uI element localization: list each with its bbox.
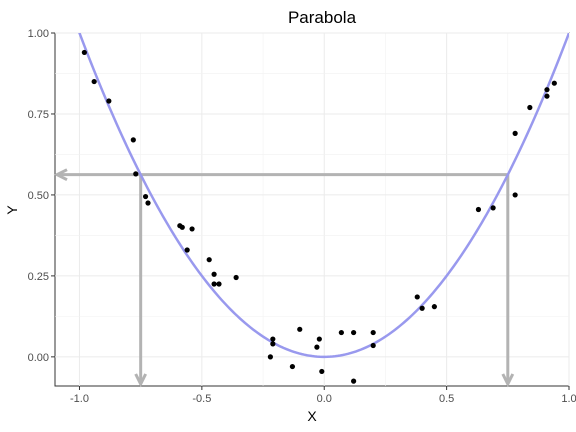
data-point: [544, 93, 550, 99]
reference-lines: [53, 168, 515, 388]
arrow-left-head: [53, 168, 68, 182]
data-point: [316, 336, 322, 342]
data-point: [527, 104, 533, 111]
data-point: [91, 78, 97, 85]
data-point: [211, 281, 217, 287]
data-point: [130, 137, 136, 143]
data-point: [145, 200, 151, 206]
data-point: [206, 257, 212, 263]
data-point: [267, 354, 273, 360]
x-tick-label: -1.0: [70, 393, 89, 405]
data-point: [106, 98, 112, 104]
data-point: [270, 336, 276, 342]
y-axis-title: Y: [4, 205, 20, 215]
data-point: [419, 305, 425, 311]
y-tick-label: 0.50: [28, 190, 49, 202]
data-point: [512, 130, 518, 136]
x-tick-label: -0.5: [192, 393, 211, 405]
data-point: [133, 171, 139, 177]
y-tick-label: 0.25: [28, 271, 49, 283]
data-point: [319, 368, 325, 375]
x-tick-label: 1.0: [561, 393, 576, 405]
data-point: [81, 49, 87, 56]
data-point: [289, 363, 296, 370]
y-tick-label: 0.00: [28, 352, 49, 364]
x-axis-title: X: [307, 408, 317, 424]
data-point: [314, 344, 320, 350]
data-point: [475, 206, 482, 213]
data-point: [233, 274, 239, 281]
parabola-curve: [78, 33, 569, 359]
x-tick-label: 0.5: [439, 393, 454, 405]
y-axis: 0.00 0.25 0.50 0.75 1.00: [28, 28, 55, 364]
arrow-down-head: [501, 373, 515, 388]
data-point: [551, 80, 557, 86]
y-tick-label: 0.75: [28, 109, 49, 121]
data-point: [179, 224, 185, 230]
plot-panel: [53, 32, 570, 388]
data-point: [490, 205, 496, 211]
data-point: [338, 329, 344, 336]
y-tick-label: 1.00: [28, 28, 49, 40]
data-point: [512, 192, 518, 198]
data-point: [142, 193, 149, 200]
data-point: [544, 87, 550, 93]
data-point: [351, 378, 357, 384]
x-axis: -1.0 -0.5 0.0 0.5 1.0: [70, 386, 576, 405]
data-point: [370, 342, 376, 349]
data-point: [211, 271, 217, 277]
chart-title: Parabola: [288, 8, 357, 27]
scatter-points: [81, 49, 557, 384]
data-point: [216, 281, 222, 287]
data-point: [189, 226, 195, 232]
arrow-down-head: [134, 373, 148, 388]
x-tick-label: 0.0: [317, 393, 332, 405]
data-point: [270, 341, 276, 347]
data-point: [351, 329, 357, 336]
data-point: [370, 329, 376, 336]
curve-layer: [78, 33, 569, 359]
data-point: [414, 294, 420, 300]
data-point: [431, 304, 437, 310]
data-point: [184, 247, 190, 253]
data-point: [297, 326, 303, 332]
